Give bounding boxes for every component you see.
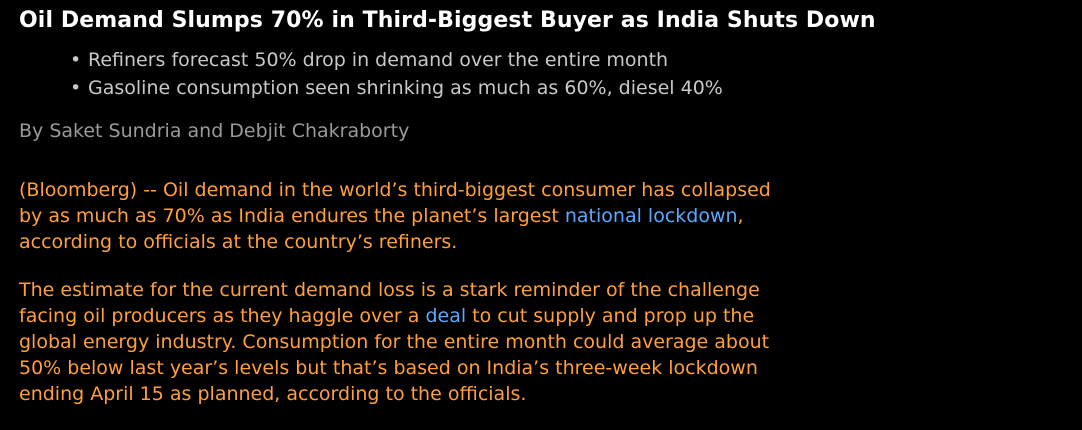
paragraph-text: by as much as 70% as India endures the p… [19,205,565,227]
article-byline: By Saket Sundria and Debjit Chakraborty [19,120,410,142]
summary-bullet: • Gasoline consumption seen shrinking as … [70,74,723,102]
paragraph-line: 50% below last year’s levels but that’s … [19,357,758,379]
summary-bullet-text: Gasoline consumption seen shrinking as m… [88,77,723,99]
paragraph-text: facing oil producers as they haggle over… [19,305,426,327]
paragraph-text: to cut supply and prop up the [466,305,755,327]
article-paragraph-1: (Bloomberg) -- Oil demand in the world’s… [19,177,919,255]
summary-bullet-list: • Refiners forecast 50% drop in demand ov… [70,46,723,102]
paragraph-line: (Bloomberg) -- Oil demand in the world’s… [19,179,771,201]
summary-bullet-text: Refiners forecast 50% drop in demand ove… [88,49,669,71]
paragraph-line: ending April 15 as planned, according to… [19,383,527,405]
summary-bullet: • Refiners forecast 50% drop in demand ov… [70,46,723,74]
paragraph-line: facing oil producers as they haggle over… [19,303,919,329]
bullet-dot-icon: • [70,49,82,71]
paragraph-line: global energy industry. Consumption for … [19,331,770,353]
paragraph-line: The estimate for the current demand loss… [19,279,760,301]
national-lockdown-link[interactable]: national lockdown [564,205,738,227]
bullet-dot-icon: • [70,77,82,99]
paragraph-line: according to officials at the country’s … [19,231,458,253]
article-paragraph-2: The estimate for the current demand loss… [19,277,919,407]
paragraph-line: by as much as 70% as India endures the p… [19,203,919,229]
deal-link[interactable]: deal [425,305,467,327]
article-headline: Oil Demand Slumps 70% in Third-Biggest B… [19,8,876,33]
paragraph-text: , [737,205,744,227]
